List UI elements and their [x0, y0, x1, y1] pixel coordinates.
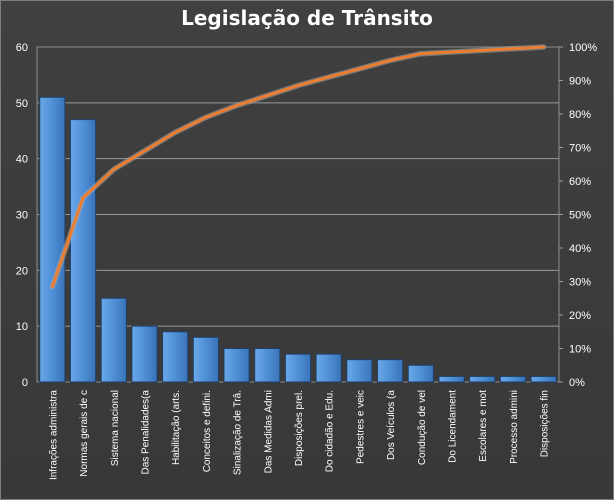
right-tick-label: 80%: [569, 109, 591, 121]
bar: [39, 96, 66, 383]
category-label: Normas gerais de c: [79, 390, 90, 477]
right-tick-label: 40%: [569, 243, 591, 255]
bar-series: [39, 96, 557, 383]
left-axis: 0 10 20 30 40 50 60: [16, 42, 28, 389]
category-label: Sistema nacional: [110, 390, 121, 466]
category-label: Disposições fin: [540, 390, 551, 457]
left-tick-label: 60: [16, 42, 28, 54]
left-tick-label: 40: [16, 154, 28, 166]
bar: [315, 353, 342, 383]
left-tick-label: 0: [22, 377, 28, 389]
right-axis: 0% 10% 20% 30% 40% 50% 60% 70% 80% 90% 100%: [559, 42, 597, 389]
left-tick-label: 50: [16, 98, 28, 110]
category-label: Das Penalidades(a: [140, 390, 151, 475]
bar: [469, 375, 496, 383]
cumulative-line-shadow: [49, 44, 547, 290]
bar: [377, 359, 404, 383]
bar: [162, 331, 189, 383]
right-tick-label: 20%: [569, 310, 591, 322]
right-tick-label: 70%: [569, 143, 591, 155]
bar: [346, 359, 373, 383]
left-tick-label: 30: [16, 210, 28, 222]
cumulative-line: [50, 45, 546, 288]
bar: [407, 364, 434, 383]
right-tick-label: 100%: [569, 42, 597, 54]
category-label: Disposições prel.: [294, 390, 305, 466]
chart-title: Legislação de Trânsito: [181, 6, 433, 30]
left-tick-label: 20: [16, 265, 28, 277]
category-label: Do Licendament: [448, 390, 459, 463]
right-tick-label: 30%: [569, 277, 591, 289]
bar: [223, 348, 250, 383]
left-tick-label: 10: [16, 321, 28, 333]
bar: [530, 375, 557, 383]
bar: [69, 119, 97, 383]
right-tick-label: 0%: [569, 377, 585, 389]
category-label: Conceitos e defini.: [202, 390, 213, 472]
category-label: Escolares e mot: [478, 390, 489, 462]
category-label: Condução de vel: [417, 390, 428, 465]
right-tick-label: 50%: [569, 210, 591, 222]
right-tick-label: 10%: [569, 344, 591, 356]
bar: [438, 375, 465, 383]
bar: [284, 353, 312, 383]
category-label: Das Medidas Admi: [263, 390, 274, 473]
right-tick-label: 60%: [569, 176, 591, 188]
right-tick-label: 90%: [569, 76, 591, 88]
category-label: Sinalização de Trâ.: [233, 390, 244, 475]
category-label: Habilitação (arts.: [171, 390, 182, 465]
category-label: Do cidadão e Edu.: [325, 390, 336, 472]
category-label: Dos Veículos (a: [386, 390, 397, 460]
category-axis: Infrações administra Normas gerais de c Si…: [48, 390, 550, 480]
bar: [100, 297, 127, 383]
bar: [499, 375, 527, 383]
category-label: Infrações administra: [48, 390, 59, 480]
bar: [131, 325, 158, 383]
category-label: Pedestres e veic: [355, 390, 366, 464]
bar: [254, 348, 281, 383]
cumulative-line: [49, 44, 547, 290]
bar: [192, 336, 219, 383]
category-label: Processo admini: [509, 390, 520, 464]
